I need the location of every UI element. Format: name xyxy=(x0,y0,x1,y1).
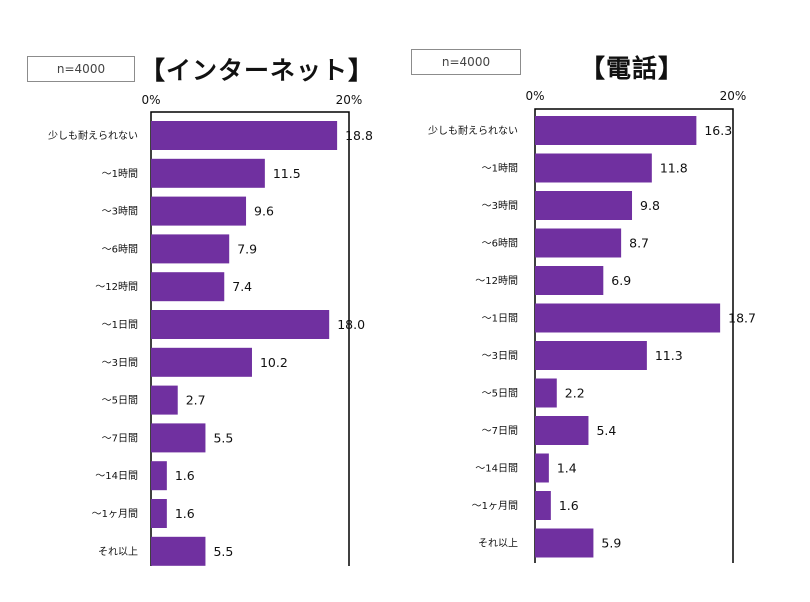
bar xyxy=(535,191,633,220)
category-label: ～1時間 xyxy=(482,163,518,175)
bar xyxy=(535,266,604,295)
chart-phone: 0% 20% 16.3 少しも耐えられない 11.8 ～1時間 9.8 ～3時間 8.7 ～6時間… xyxy=(428,89,756,563)
category-label: ～12時間 xyxy=(95,281,138,293)
data-label: 9.8 xyxy=(640,198,660,213)
category-label: ～1ヶ月間 xyxy=(92,508,138,520)
bar xyxy=(151,196,247,226)
bar xyxy=(535,378,557,408)
axis-tick-label: 0% xyxy=(525,89,544,103)
data-label: 1.6 xyxy=(175,468,195,483)
bar xyxy=(535,153,652,183)
bar xyxy=(151,234,230,264)
data-label: 11.8 xyxy=(660,161,688,176)
chart-title-phone: 【電話】 xyxy=(580,54,685,83)
data-label: 18.8 xyxy=(345,128,373,143)
data-label: 10.2 xyxy=(260,355,288,370)
category-label: ～6時間 xyxy=(102,243,138,255)
sample-size-label: n=4000 xyxy=(441,55,491,69)
category-label: ～7日間 xyxy=(482,425,518,437)
category-label: ～3時間 xyxy=(482,200,518,212)
data-label: 8.7 xyxy=(629,236,649,251)
category-label: ～14日間 xyxy=(475,463,518,475)
bar xyxy=(535,228,622,258)
data-label: 18.7 xyxy=(728,311,756,326)
chart-title-internet: 【インターネット】 xyxy=(140,56,375,85)
bar xyxy=(151,347,252,377)
data-label: 18.0 xyxy=(337,317,365,332)
bar xyxy=(151,272,225,302)
data-label: 5.5 xyxy=(213,430,233,445)
chart-internet: 0% 20% 18.8 少しも耐えられない 11.5 ～1時間 9.6 ～3時間 7.9 ～6時間… xyxy=(48,93,373,566)
category-label: それ以上 xyxy=(478,538,518,550)
bar xyxy=(151,385,178,415)
bar xyxy=(151,158,265,188)
data-label: 5.9 xyxy=(601,536,621,551)
sample-size-label: n=4000 xyxy=(56,62,106,76)
bar xyxy=(151,536,206,566)
bar xyxy=(535,416,589,445)
bar xyxy=(151,461,167,491)
category-label: ～3日間 xyxy=(102,357,138,369)
bar xyxy=(535,341,647,370)
bar xyxy=(535,453,549,483)
data-label: 11.5 xyxy=(273,166,301,181)
category-label: 少しも耐えられない xyxy=(48,129,138,142)
plot-frame xyxy=(534,108,734,563)
bar xyxy=(535,491,551,520)
data-label: 11.3 xyxy=(655,348,683,363)
data-label: 1.4 xyxy=(557,461,577,476)
category-label: ～3日間 xyxy=(482,350,518,362)
category-label: ～1ヶ月間 xyxy=(472,500,518,512)
bar xyxy=(151,423,206,453)
data-label: 9.6 xyxy=(254,204,274,219)
category-label: ～7日間 xyxy=(102,432,138,444)
bar xyxy=(535,116,697,145)
data-label: 1.6 xyxy=(559,498,579,513)
category-label: ～3時間 xyxy=(102,206,138,218)
category-label: ～12時間 xyxy=(475,275,518,287)
axis-tick-label: 20% xyxy=(336,93,363,107)
category-label: 少しも耐えられない xyxy=(428,124,518,137)
data-label: 6.9 xyxy=(611,273,631,288)
category-label: ～5日間 xyxy=(102,395,138,407)
axis-tick-label: 0% xyxy=(141,93,160,107)
category-label: ～14日間 xyxy=(95,470,138,482)
data-label: 16.3 xyxy=(704,123,732,138)
category-label: ～1時間 xyxy=(102,168,138,180)
category-label: ～1日間 xyxy=(102,319,138,331)
bar xyxy=(151,310,330,339)
data-label: 2.7 xyxy=(186,393,206,408)
data-label: 2.2 xyxy=(565,386,585,401)
data-label: 5.5 xyxy=(213,544,233,559)
bar xyxy=(151,499,167,528)
axis-tick-label: 20% xyxy=(720,89,747,103)
category-label: それ以上 xyxy=(98,546,138,558)
category-label: ～1日間 xyxy=(482,313,518,325)
data-label: 1.6 xyxy=(175,506,195,521)
data-label: 7.4 xyxy=(232,279,252,294)
sample-size-box-internet: n=4000 xyxy=(27,56,135,82)
bar xyxy=(535,303,721,333)
sample-size-box-phone: n=4000 xyxy=(411,49,521,75)
data-label: 7.9 xyxy=(237,241,257,256)
bar xyxy=(535,528,594,558)
category-label: ～5日間 xyxy=(482,388,518,400)
data-label: 5.4 xyxy=(596,423,616,438)
category-label: ～6時間 xyxy=(482,238,518,250)
bar xyxy=(151,121,338,150)
